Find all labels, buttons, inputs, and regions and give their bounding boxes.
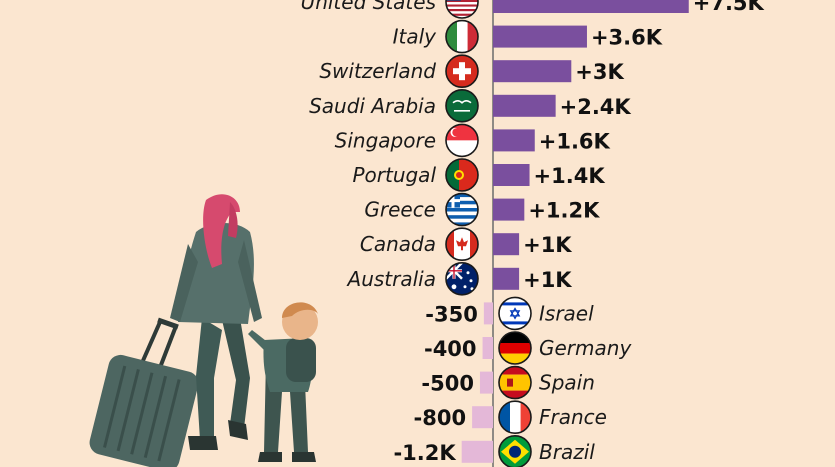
bar-row: Brazil -1.2K: [393, 440, 595, 465]
bar-row: Spain -500: [421, 371, 595, 396]
country-label: Germany: [539, 336, 632, 360]
bar-row: Singapore +1.6K: [335, 128, 611, 153]
value-label: +1.2K: [528, 199, 600, 223]
country-label: Singapore: [335, 128, 436, 152]
bar: [479, 371, 493, 394]
value-label: +7.5K: [693, 0, 765, 15]
country-label: Israel: [539, 301, 594, 325]
value-label: +1K: [523, 268, 572, 292]
value-label: +1K: [523, 233, 572, 257]
value-label: -800: [414, 406, 467, 430]
value-label: +1.4K: [534, 164, 606, 188]
bar-row: France -800: [414, 405, 607, 430]
bar: [493, 198, 525, 221]
bar-row: Germany -400: [424, 336, 632, 361]
value-label: -350: [425, 302, 478, 326]
bar: [493, 129, 535, 152]
bar: [461, 440, 493, 463]
portugal-flag-icon: [445, 158, 479, 192]
switzerland-flag-icon: [445, 54, 479, 88]
greece-flag-icon: [445, 192, 479, 227]
country-label: Saudi Arabia: [309, 94, 436, 118]
spain-flag-icon: [498, 365, 532, 400]
france-flag-icon: [498, 400, 532, 435]
bar-row: Greece +1.2K: [364, 198, 600, 223]
bar: [493, 164, 530, 186]
value-label: +2.4K: [560, 95, 632, 119]
value-label: +3.6K: [591, 26, 663, 50]
bar-row: Switzerland +3K: [319, 59, 624, 84]
bar: [483, 302, 493, 325]
bar-row: Israel -350: [425, 301, 594, 326]
saudi-arabia-flag-icon: [445, 89, 479, 123]
country-label: Brazil: [539, 440, 595, 464]
bar-row: Canada +1K: [360, 232, 572, 257]
bar-row: Saudi Arabia +2.4K: [309, 94, 631, 119]
australia-flag-icon: [445, 261, 479, 296]
bar: [493, 0, 689, 13]
bar: [493, 233, 520, 256]
country-label: Portugal: [352, 163, 436, 187]
germany-flag-icon: [498, 331, 532, 365]
bar: [482, 337, 493, 359]
country-label: Spain: [539, 371, 595, 395]
value-label: +1.6K: [539, 129, 611, 153]
bar: [493, 60, 572, 83]
country-label: Greece: [364, 198, 436, 222]
bar-row: Portugal +1.4K: [352, 163, 605, 188]
italy-flag-icon: [445, 19, 479, 54]
country-label: France: [539, 405, 607, 429]
bar: [493, 25, 587, 48]
value-label: -1.2K: [393, 441, 456, 465]
us-flag-icon: [445, 0, 479, 19]
value-label: -400: [424, 337, 477, 361]
parent-child-travel-illustration: [89, 194, 318, 467]
value-label: +3K: [575, 60, 624, 84]
country-label: Australia: [346, 267, 436, 291]
country-label: Switzerland: [319, 59, 436, 83]
country-label: Canada: [360, 232, 436, 256]
bar-row: United States +7.5K: [301, 0, 765, 15]
bar: [472, 406, 493, 429]
israel-flag-icon: [498, 296, 532, 331]
canada-flag-icon: [445, 227, 479, 261]
bar: [493, 94, 556, 117]
country-label: Italy: [393, 25, 438, 49]
brazil-flag-icon: [498, 435, 532, 467]
country-label: United States: [301, 0, 436, 14]
bar: [493, 267, 520, 290]
bar-row: Australia +1K: [346, 267, 573, 292]
singapore-flag-icon: [445, 123, 479, 158]
bar-row: Italy +3.6K: [393, 25, 663, 50]
value-label: -500: [421, 372, 474, 396]
